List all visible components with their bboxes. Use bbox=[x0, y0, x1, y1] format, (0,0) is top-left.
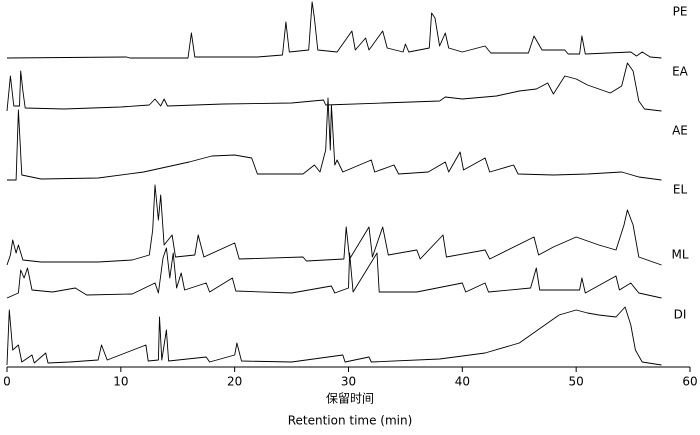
series-label: PE bbox=[673, 5, 688, 19]
series-label: ML bbox=[671, 248, 688, 262]
trace bbox=[6, 184, 662, 266]
x-axis-label: Retention time (min) bbox=[288, 414, 413, 428]
series-label: EA bbox=[672, 65, 689, 79]
x-tick-label: 30 bbox=[341, 375, 356, 389]
x-tick-label: 20 bbox=[227, 375, 242, 389]
series-label: AE bbox=[672, 124, 688, 138]
series-label: EL bbox=[673, 183, 688, 197]
x-axis-label-cn: 保留时间 bbox=[326, 392, 374, 406]
x-tick-label: 0 bbox=[3, 375, 11, 389]
x-tick-label: 40 bbox=[455, 375, 470, 389]
trace bbox=[6, 1, 662, 59]
trace bbox=[6, 306, 662, 366]
x-tick-label: 60 bbox=[682, 375, 697, 389]
trace bbox=[6, 247, 662, 299]
trace bbox=[7, 97, 662, 181]
trace bbox=[6, 62, 662, 112]
series-label: DI bbox=[674, 308, 687, 322]
x-tick-label: 50 bbox=[569, 375, 584, 389]
x-tick-label: 10 bbox=[113, 375, 128, 389]
